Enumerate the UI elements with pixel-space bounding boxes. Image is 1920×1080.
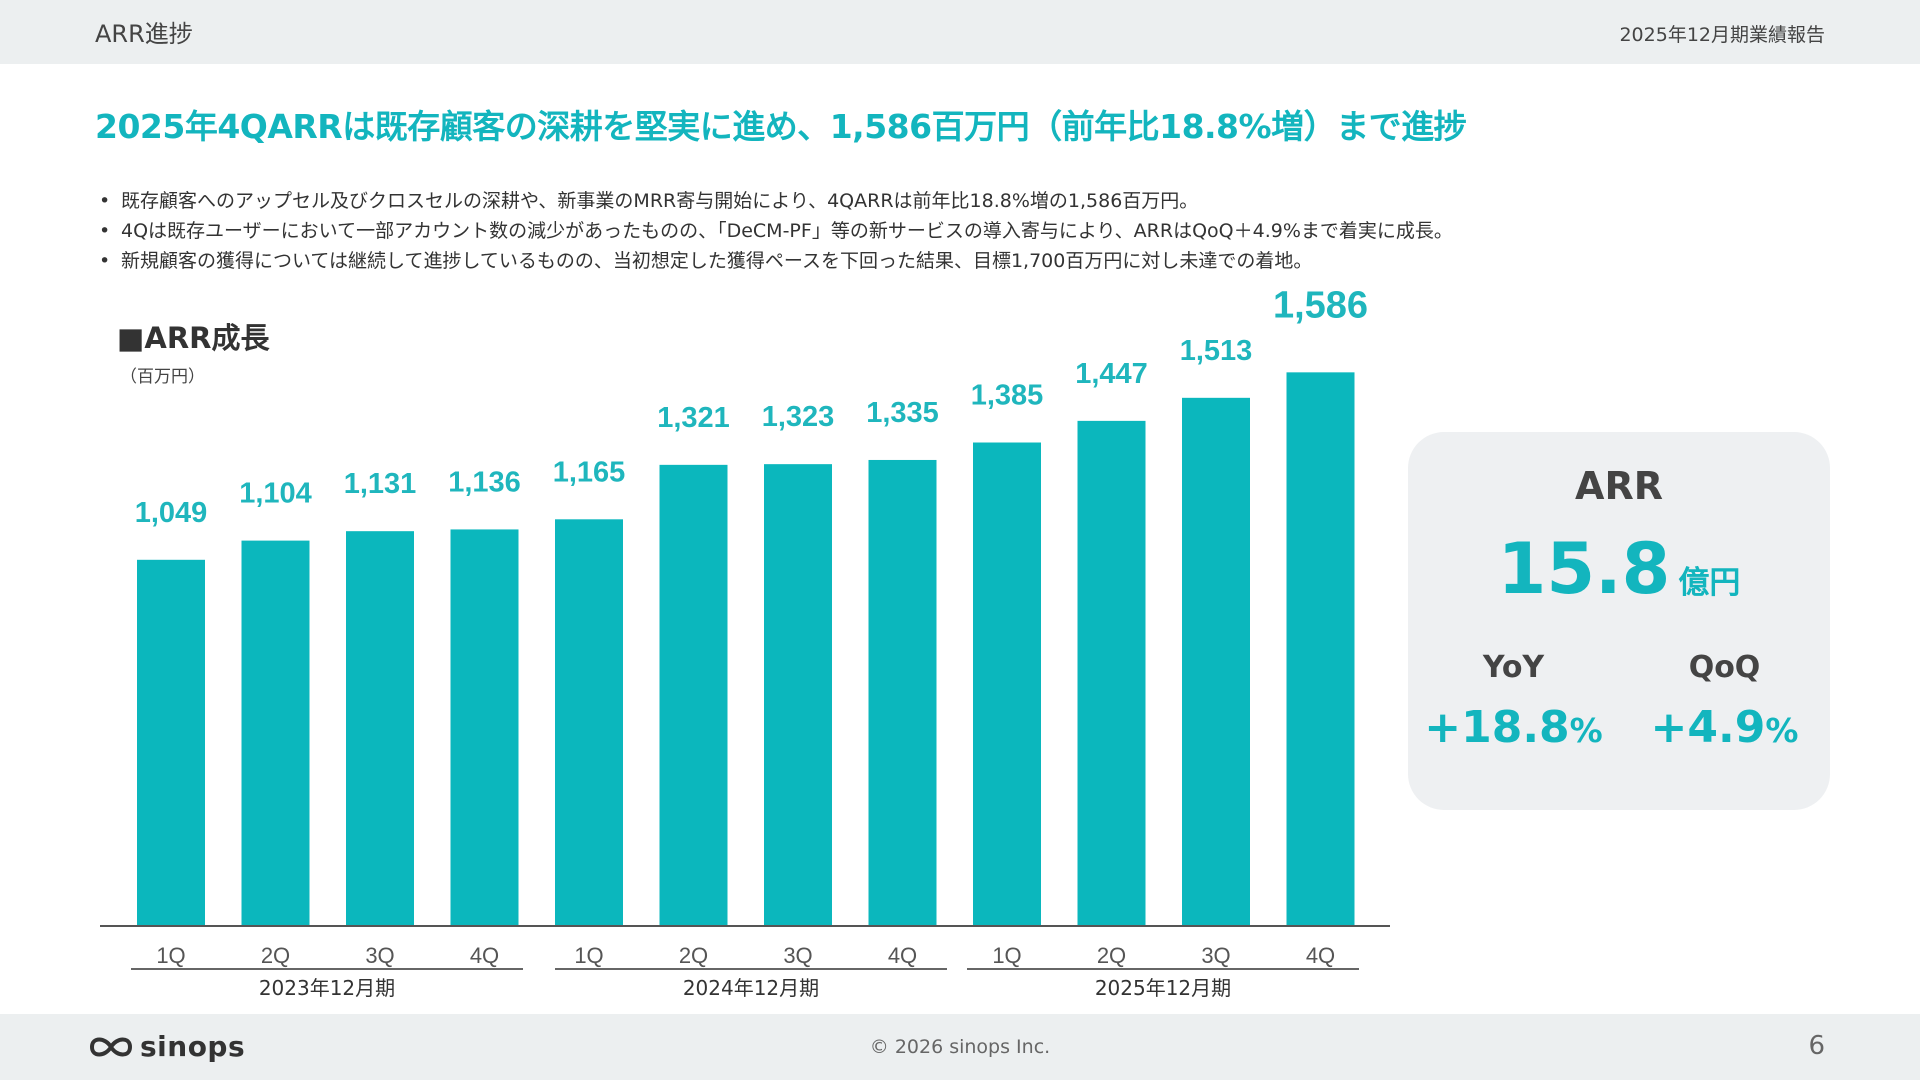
header-bar: ARR進捗 2025年12月期業績報告: [0, 0, 1920, 64]
copyright: © 2026 sinops Inc.: [869, 1036, 1051, 1058]
bullet-item: 新規顧客の獲得については継続して進捗しているものの、当初想定した獲得ペースを下回…: [95, 246, 1453, 276]
x-tick-label: 4Q: [470, 943, 499, 968]
bullet-item: 4Qは既存ユーザーにおいて一部アカウント数の減少があったものの、「DeCM-PF…: [95, 216, 1453, 246]
bar-value-label: 1,136: [448, 466, 521, 498]
x-tick-label: 3Q: [365, 943, 394, 968]
bar-12: [1286, 372, 1355, 927]
bar-value-label: 1,335: [866, 397, 939, 429]
bar-value-label: 1,586: [1273, 284, 1368, 326]
x-tick-label: 3Q: [1201, 943, 1230, 968]
qoq-percent-sign: %: [1765, 711, 1799, 750]
bar-value-label: 1,513: [1180, 335, 1253, 367]
bar-5: [555, 519, 623, 926]
arr-summary-card: ARR 15.8 億円 YoY QoQ +18.8% +4.9%: [1408, 432, 1830, 810]
summary-value: 15.8 億円: [1408, 528, 1830, 610]
bar-value-label: 1,385: [971, 380, 1044, 412]
bar-value-label: 1,165: [553, 456, 626, 488]
x-tick-label: 2Q: [261, 943, 290, 968]
summary-value-number: 15.8: [1497, 528, 1671, 610]
summary-label: ARR: [1575, 464, 1663, 508]
infinity-logo-icon: [89, 1037, 133, 1057]
group-label: 2023年12月期: [259, 976, 395, 1000]
footer-bar: sinops © 2026 sinops Inc. 6: [0, 1014, 1920, 1080]
bar-8: [868, 459, 937, 926]
page-number: 6: [1808, 1031, 1825, 1061]
yoy-percent-sign: %: [1569, 711, 1603, 750]
bar-9: [973, 442, 1041, 926]
yoy-value: +18.8%: [1408, 702, 1619, 753]
qoq-value-number: +4.9: [1650, 702, 1766, 753]
bullet-item: 既存顧客へのアップセル及びクロスセルの深耕や、新事業のMRR寄与開始により、4Q…: [95, 186, 1453, 216]
group-label: 2024年12月期: [683, 976, 819, 1000]
chart-unit: （百万円）: [120, 367, 205, 387]
logo-wordmark: sinops: [140, 1030, 246, 1063]
x-tick-label: 4Q: [1306, 943, 1335, 968]
x-tick-label: 4Q: [888, 943, 917, 968]
x-tick-label: 1Q: [156, 943, 185, 968]
x-tick-label: 1Q: [574, 943, 603, 968]
group-label: 2025年12月期: [1095, 976, 1231, 1000]
bar-7: [764, 464, 832, 926]
bar-10: [1077, 420, 1146, 926]
section-title: ARR進捗: [95, 20, 193, 48]
x-tick-label: 1Q: [992, 943, 1021, 968]
x-tick-label: 2Q: [1097, 943, 1126, 968]
bar-4: [450, 529, 519, 926]
bar-value-label: 1,104: [239, 478, 312, 510]
x-tick-label: 3Q: [783, 943, 812, 968]
page-headline: 2025年4QARRは既存顧客の深耕を堅実に進め、1,586百万円（前年比18.…: [95, 107, 1467, 146]
bar-1: [137, 559, 205, 926]
chart-title: ■ARR成長: [117, 321, 270, 355]
bar-value-label: 1,447: [1075, 358, 1148, 390]
bar-6: [659, 464, 728, 926]
qoq-value: +4.9%: [1619, 702, 1830, 753]
report-title: 2025年12月期業績報告: [1619, 24, 1825, 46]
yoy-label: YoY: [1482, 650, 1545, 685]
bullet-list: 既存顧客へのアップセル及びクロスセルの深耕や、新事業のMRR寄与開始により、4Q…: [95, 186, 1453, 276]
bar-value-label: 1,131: [344, 468, 417, 500]
bar-3: [346, 531, 414, 926]
qoq-label: QoQ: [1688, 650, 1761, 685]
bar-11: [1182, 397, 1250, 926]
bar-2: [241, 540, 310, 926]
bar-value-label: 1,323: [762, 401, 835, 433]
yoy-value-number: +18.8: [1424, 702, 1570, 753]
summary-value-unit: 億円: [1678, 565, 1741, 601]
bar-value-label: 1,321: [657, 402, 730, 434]
bar-value-label: 1,049: [135, 497, 208, 529]
x-tick-label: 2Q: [679, 943, 708, 968]
arr-bar-chart: 1,049 1Q 1,104 2Q 1,131 3Q 1,136 4Q 1,165 1Q 1,321…: [100, 284, 1390, 1000]
